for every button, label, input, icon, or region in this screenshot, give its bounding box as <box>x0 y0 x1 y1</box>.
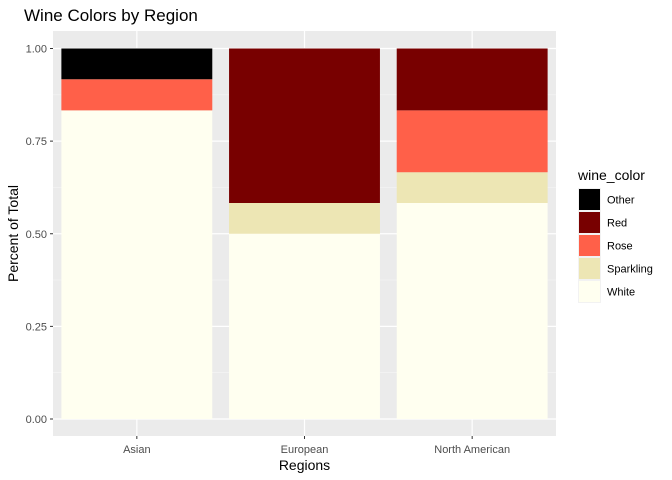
y-tick-label: 0.75 <box>26 136 47 148</box>
bar-white-north-american <box>396 202 548 419</box>
y-tick-label: 0.50 <box>26 229 47 241</box>
chart-title: Wine Colors by Region <box>24 6 198 25</box>
legend-label-other: Other <box>607 195 635 207</box>
x-tick-label: Asian <box>123 444 151 456</box>
x-axis-ticks: Asian European North American <box>123 436 510 456</box>
legend: wine_color Other Red Rose Sparkling White <box>577 167 653 303</box>
bar-sparkling-north-american <box>396 172 548 203</box>
x-tick-label: European <box>281 444 329 456</box>
y-axis-title: Percent of Total <box>5 185 21 282</box>
bar-white-asian <box>61 110 213 419</box>
legend-swatch-rose <box>579 235 600 256</box>
y-tick-label: 0.00 <box>26 414 47 426</box>
bar-red-european <box>229 48 380 203</box>
bar-sparkling-european <box>229 202 380 234</box>
x-axis-title: Regions <box>279 457 330 473</box>
y-tick-label: 1.00 <box>26 44 47 56</box>
x-tick-label: North American <box>434 444 510 456</box>
legend-label-sparkling: Sparkling <box>607 264 653 276</box>
legend-swatch-other <box>579 189 600 210</box>
bar-rose-asian <box>61 79 213 111</box>
bar-other-asian <box>61 48 213 80</box>
y-axis-ticks: 0.00 0.25 0.50 0.75 1.00 <box>26 44 53 426</box>
bar-rose-north-american <box>396 110 548 173</box>
legend-label-white: White <box>607 287 635 299</box>
legend-swatch-white <box>579 281 600 302</box>
bar-red-north-american <box>396 48 548 111</box>
y-tick-label: 0.25 <box>26 321 47 333</box>
legend-swatch-sparkling <box>579 258 600 279</box>
legend-label-red: Red <box>607 218 627 230</box>
bar-white-european <box>229 233 380 419</box>
legend-label-rose: Rose <box>607 241 633 253</box>
bars <box>61 48 548 419</box>
legend-swatch-red <box>579 212 600 233</box>
legend-title: wine_color <box>577 167 645 183</box>
